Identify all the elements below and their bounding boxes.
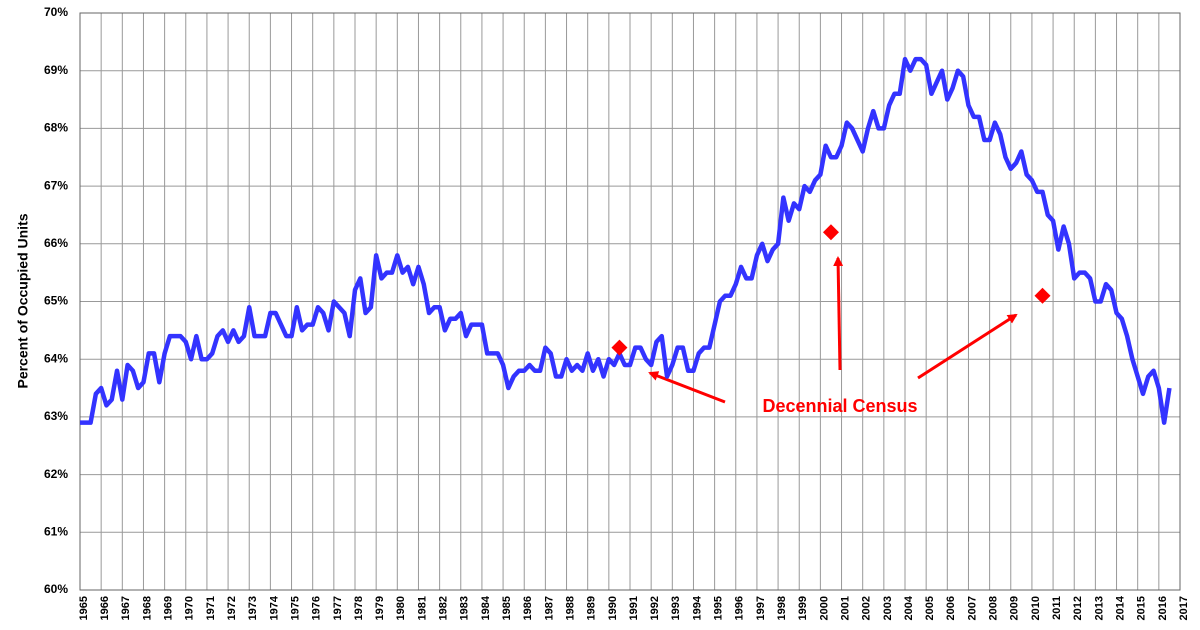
x-tick-label: 2012 bbox=[1072, 596, 1084, 620]
x-tick-label: 1992 bbox=[649, 596, 661, 620]
x-tick-label: 1967 bbox=[120, 596, 132, 620]
x-tick-label: 1999 bbox=[797, 596, 809, 620]
x-tick-label: 2011 bbox=[1051, 596, 1063, 620]
x-tick-label: 2015 bbox=[1136, 596, 1148, 620]
x-tick-label: 1993 bbox=[670, 596, 682, 620]
x-tick-label: 1991 bbox=[628, 596, 640, 620]
grid bbox=[79, 12, 1181, 591]
x-tick-label: 1982 bbox=[438, 596, 450, 620]
y-axis-label: Percent of Occupied Units bbox=[15, 213, 31, 388]
y-tick-label: 60% bbox=[44, 582, 68, 596]
y-tick-label: 62% bbox=[44, 467, 68, 481]
x-tick-label: 1995 bbox=[713, 596, 725, 620]
x-tick-label: 1984 bbox=[480, 595, 492, 620]
x-tick-label: 2004 bbox=[903, 595, 915, 620]
x-tick-label: 1975 bbox=[289, 596, 301, 620]
arrow bbox=[917, 313, 1018, 380]
x-tick-label: 1978 bbox=[353, 596, 365, 620]
x-tick-label: 2010 bbox=[1030, 596, 1042, 620]
y-tick-label: 67% bbox=[44, 178, 68, 192]
census-marker bbox=[611, 339, 628, 356]
x-tick-label: 2002 bbox=[861, 596, 873, 620]
x-tick-label: 1988 bbox=[564, 596, 576, 620]
x-tick-label: 1965 bbox=[78, 596, 90, 620]
x-tick-label: 2003 bbox=[882, 596, 894, 620]
x-tick-label: 2008 bbox=[988, 596, 1000, 620]
annotation: Decennial Census bbox=[762, 396, 917, 416]
y-tick-label: 65% bbox=[44, 294, 68, 308]
x-tick-label: 1983 bbox=[459, 596, 471, 620]
x-tick-label: 2007 bbox=[966, 596, 978, 620]
x-tick-label: 1979 bbox=[374, 596, 386, 620]
x-tick-label: 2016 bbox=[1157, 596, 1169, 620]
x-tick-label: 2005 bbox=[924, 596, 936, 620]
y-tick-label: 68% bbox=[44, 121, 68, 135]
arrow bbox=[833, 256, 844, 371]
plot-frame bbox=[79, 12, 1181, 591]
x-tick-label: 2000 bbox=[818, 596, 830, 620]
x-tick-label: 1973 bbox=[247, 596, 259, 620]
series-line bbox=[80, 56, 1172, 425]
x-tick-label: 1976 bbox=[311, 596, 323, 620]
x-tick-label: 1980 bbox=[395, 596, 407, 620]
x-tick-label: 1977 bbox=[332, 596, 344, 620]
x-tick-label: 2006 bbox=[945, 596, 957, 620]
x-tick-label: 1972 bbox=[226, 596, 238, 620]
x-tick-label: 1994 bbox=[691, 595, 703, 620]
arrow bbox=[648, 371, 726, 404]
x-tick-label: 1997 bbox=[755, 596, 767, 620]
y-tick-label: 61% bbox=[44, 524, 68, 538]
x-tick-label: 2009 bbox=[1009, 596, 1021, 620]
x-tick-label: 1970 bbox=[184, 596, 196, 620]
x-tick-label: 1985 bbox=[501, 596, 513, 620]
x-tick-label: 1968 bbox=[141, 596, 153, 620]
x-tick-label: 1969 bbox=[163, 596, 175, 620]
census-marker bbox=[1034, 287, 1051, 304]
x-tick-label: 2014 bbox=[1114, 595, 1126, 620]
x-tick-label: 1987 bbox=[543, 596, 555, 620]
x-tick-label: 2001 bbox=[839, 596, 851, 620]
y-tick-label: 70% bbox=[44, 5, 68, 19]
y-tick-label: 63% bbox=[44, 409, 68, 423]
x-tick-label: 1974 bbox=[268, 595, 280, 620]
x-tick-label: 1971 bbox=[205, 596, 217, 620]
x-tick-label: 2013 bbox=[1093, 596, 1105, 620]
y-tick-label: 64% bbox=[44, 351, 68, 365]
x-tick-label: 1996 bbox=[734, 596, 746, 620]
x-tick-label: 1986 bbox=[522, 596, 534, 620]
x-tick-label: 1998 bbox=[776, 596, 788, 620]
y-tick-label: 66% bbox=[44, 236, 68, 250]
x-tick-label: 1966 bbox=[99, 596, 111, 620]
x-tick-label: 1981 bbox=[416, 596, 428, 620]
annotation-arrows bbox=[648, 256, 1018, 404]
x-tick-label: 1989 bbox=[586, 596, 598, 620]
census-marker bbox=[822, 224, 839, 241]
x-tick-label: 1990 bbox=[607, 596, 619, 620]
x-tick-label: 2017 bbox=[1178, 596, 1190, 620]
y-tick-label: 69% bbox=[44, 63, 68, 77]
